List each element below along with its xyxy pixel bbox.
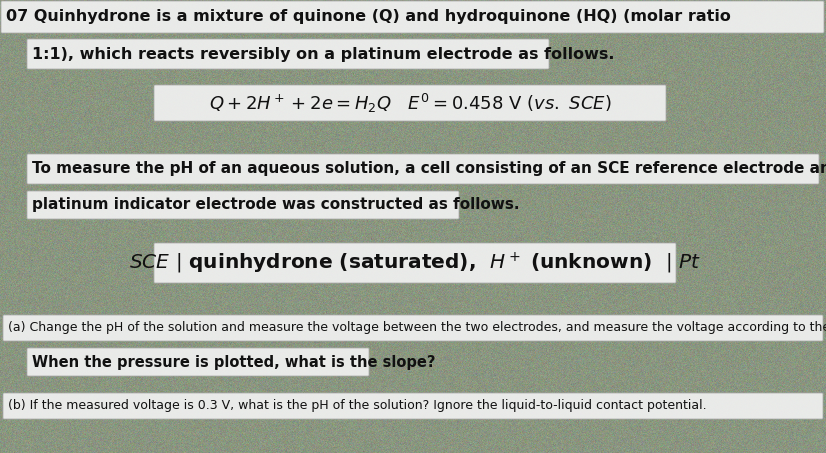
FancyBboxPatch shape: [3, 315, 823, 341]
Text: platinum indicator electrode was constructed as follows.: platinum indicator electrode was constru…: [32, 198, 520, 212]
Text: 1:1), which reacts reversibly on a platinum electrode as follows.: 1:1), which reacts reversibly on a plati…: [32, 47, 615, 62]
Text: When the pressure is plotted, what is the slope?: When the pressure is plotted, what is th…: [32, 355, 435, 370]
FancyBboxPatch shape: [3, 393, 823, 419]
FancyBboxPatch shape: [1, 1, 824, 33]
Text: (b) If the measured voltage is 0.3 V, what is the pH of the solution? Ignore the: (b) If the measured voltage is 0.3 V, wh…: [8, 400, 706, 413]
FancyBboxPatch shape: [154, 85, 666, 121]
FancyBboxPatch shape: [27, 154, 819, 184]
Text: (a) Change the pH of the solution and measure the voltage between the two electr: (a) Change the pH of the solution and me…: [8, 322, 826, 334]
Text: 07 Quinhydrone is a mixture of quinone (Q) and hydroquinone (HQ) (molar ratio: 07 Quinhydrone is a mixture of quinone (…: [6, 10, 731, 24]
FancyBboxPatch shape: [27, 39, 549, 69]
FancyBboxPatch shape: [27, 191, 459, 219]
Text: To measure the pH of an aqueous solution, a cell consisting of an SCE reference : To measure the pH of an aqueous solution…: [32, 162, 826, 177]
Text: $Q + 2H^+ + 2e = H_2Q\quad E^0 = 0.458\ \mathrm{V}\ (vs.\ SCE)$: $Q + 2H^+ + 2e = H_2Q\quad E^0 = 0.458\ …: [209, 92, 611, 115]
Text: $SCE\ |\ $quinhydrone (saturated), $\ H^+\ $(unknown) $\ |\ Pt$: $SCE\ |\ $quinhydrone (saturated), $\ H^…: [129, 251, 701, 275]
FancyBboxPatch shape: [27, 348, 369, 376]
FancyBboxPatch shape: [154, 243, 676, 283]
